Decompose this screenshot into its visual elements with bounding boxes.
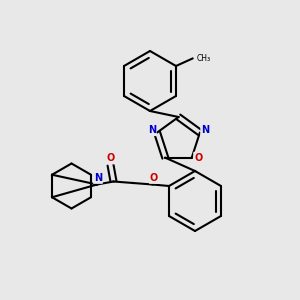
Text: N: N	[94, 173, 102, 183]
Text: O: O	[106, 153, 115, 164]
Text: N: N	[148, 125, 156, 135]
Text: CH₃: CH₃	[197, 54, 211, 63]
Text: N: N	[201, 125, 209, 135]
Text: O: O	[194, 153, 202, 163]
Text: O: O	[150, 173, 158, 183]
